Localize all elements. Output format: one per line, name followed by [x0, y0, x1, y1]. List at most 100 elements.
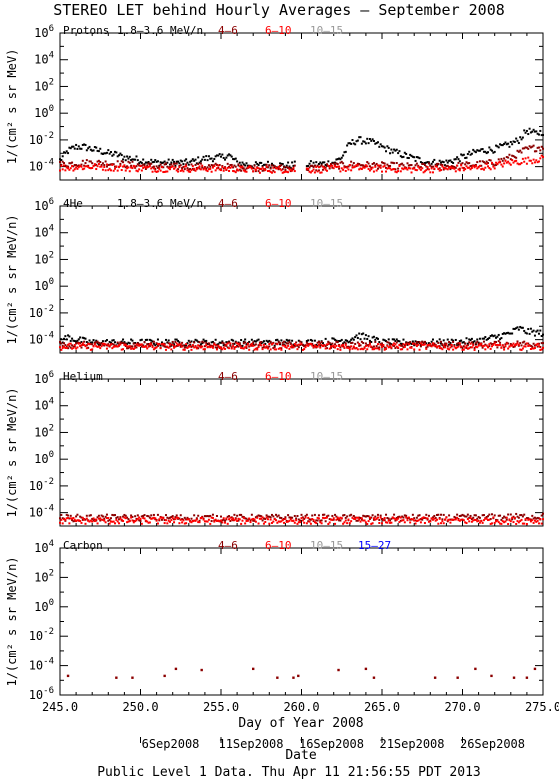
data-point [174, 345, 177, 348]
data-point [104, 343, 107, 346]
data-point [486, 151, 489, 154]
data-point [379, 143, 382, 146]
data-point [197, 166, 200, 169]
data-point [401, 162, 404, 165]
data-point [520, 151, 523, 154]
data-point [331, 166, 334, 169]
data-point [316, 170, 319, 173]
data-point [312, 166, 315, 169]
data-point [258, 517, 261, 520]
data-point [531, 130, 534, 133]
data-point [368, 169, 371, 172]
data-point [201, 164, 204, 167]
data-point [120, 154, 123, 157]
date-tick-label: 16Sep2008 [299, 737, 364, 751]
data-point [99, 519, 102, 522]
data-point [401, 519, 404, 522]
data-point [509, 140, 512, 143]
data-point [140, 345, 143, 348]
data-point [444, 164, 447, 167]
data-point [449, 346, 452, 349]
data-point [213, 158, 216, 161]
data-point [531, 345, 534, 348]
data-point [226, 522, 229, 525]
data-point [261, 519, 264, 522]
data-point [236, 168, 239, 171]
data-point [390, 346, 393, 349]
data-point [99, 165, 102, 168]
data-point [103, 164, 106, 167]
data-point [203, 167, 206, 170]
data-point [220, 341, 222, 344]
data-point [386, 341, 389, 344]
data-point [348, 346, 351, 349]
data-point [497, 521, 500, 524]
x-tick-label: 245.0 [42, 700, 78, 714]
data-point [351, 516, 354, 519]
data-point [493, 334, 496, 337]
data-point [456, 516, 459, 519]
data-point [240, 166, 243, 169]
data-point [254, 343, 257, 346]
data-point [374, 515, 377, 518]
data-point [209, 346, 212, 349]
data-point [142, 514, 145, 517]
data-point [260, 342, 263, 345]
data-point [220, 519, 222, 522]
data-point [88, 520, 91, 523]
data-point [529, 344, 532, 347]
data-point [112, 514, 115, 517]
data-point [152, 165, 155, 168]
data-point [346, 522, 349, 525]
data-point [236, 520, 239, 523]
data-point [363, 140, 366, 143]
data-point [332, 346, 335, 349]
data-point [205, 515, 208, 518]
data-point [187, 344, 190, 347]
data-point [269, 348, 272, 351]
data-point [423, 343, 426, 346]
x-tick-label: 250.0 [122, 700, 158, 714]
data-point [232, 517, 235, 520]
data-point [528, 332, 531, 335]
data-point [331, 337, 334, 340]
data-point [339, 161, 342, 164]
data-point [272, 520, 275, 523]
data-point [147, 343, 150, 346]
data-point [229, 164, 232, 167]
data-point [297, 346, 300, 349]
data-point [262, 346, 265, 349]
data-point [287, 339, 290, 342]
data-point [100, 152, 103, 155]
data-point [456, 513, 459, 516]
data-point [425, 342, 428, 345]
data-point [378, 145, 381, 148]
data-point [142, 345, 145, 348]
data-point [241, 344, 244, 347]
data-point [504, 332, 507, 335]
data-point [276, 343, 279, 346]
data-point [103, 344, 106, 347]
data-point [215, 514, 218, 517]
data-point [532, 128, 535, 131]
data-point [265, 516, 268, 519]
data-point [386, 145, 389, 148]
data-point [147, 521, 150, 524]
data-point [170, 344, 173, 347]
data-point [128, 155, 131, 158]
data-point [346, 515, 349, 518]
data-point [342, 342, 345, 345]
data-point [224, 347, 227, 350]
data-point [240, 522, 243, 525]
data-point [431, 516, 434, 519]
data-point [256, 339, 259, 342]
data-point [512, 155, 515, 158]
data-point [347, 168, 350, 171]
data-point [474, 342, 477, 345]
data-point [123, 341, 126, 344]
data-point [232, 166, 235, 169]
data-point [480, 520, 483, 523]
data-point [287, 166, 290, 169]
data-point [160, 343, 163, 346]
data-point [257, 338, 260, 341]
